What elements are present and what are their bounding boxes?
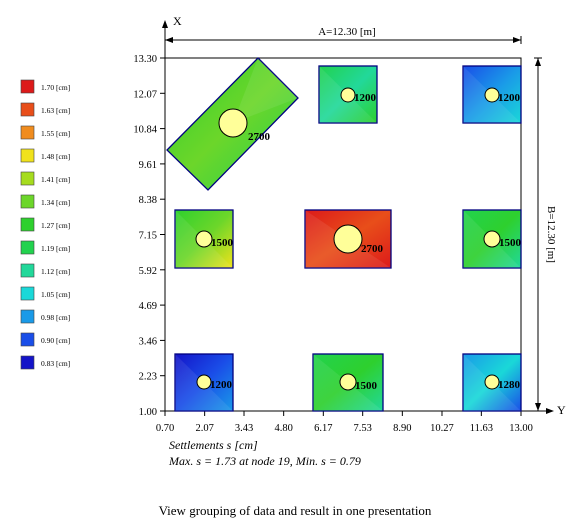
legend-label: 1.19 [cm] [41,244,70,253]
legend-label: 0.98 [cm] [41,313,70,322]
legend-label: 1.41 [cm] [41,175,70,184]
legend-swatch [20,171,35,186]
y-arrow-head [546,408,554,414]
load-circle [484,374,500,390]
legend-swatch [20,240,35,255]
h-tick-label: 7.53 [353,423,371,434]
load-circle [333,224,363,254]
load-circle [218,108,248,138]
dimension-b-label: B=12.30 [m] [545,206,557,263]
load-label: 1200 [498,92,521,104]
load-circle [340,87,356,103]
h-tick-label: 8.90 [393,423,411,434]
load-circle [483,230,501,248]
v-tick-label: 1.00 [139,407,157,418]
v-tick-label: 5.92 [139,266,157,277]
dim-a-arrow-right [513,37,521,43]
legend-swatch [20,355,35,370]
x-arrow-head [162,20,168,28]
h-tick-label: 3.43 [235,423,253,434]
legend-label: 1.48 [cm] [41,152,70,161]
h-tick-label: 2.07 [195,423,213,434]
subtitle-units: Settlements s [cm] [169,438,258,452]
v-tick-label: 10.84 [133,125,157,136]
footing-facet [233,58,298,123]
load-label: 2700 [248,131,271,143]
legend-swatch [20,286,35,301]
h-tick-label: 13.00 [509,423,533,434]
v-tick-label: 7.15 [139,231,157,242]
legend-swatch [20,194,35,209]
load-circle [484,87,500,103]
load-label: 1280 [498,379,521,391]
h-tick-label: 10.27 [430,423,454,434]
v-tick-label: 4.69 [139,301,157,312]
h-tick-label: 0.70 [156,423,174,434]
subtitle-stats: Max. s = 1.73 at node 19, Min. s = 0.79 [168,454,361,468]
v-tick-label: 9.61 [139,160,157,171]
legend-swatch [20,102,35,117]
legend-label: 1.55 [cm] [41,129,70,138]
load-circle [339,373,357,391]
x-axis-label: X [173,14,182,28]
y-axis-label: Y [557,403,566,417]
v-tick-label: 2.23 [139,372,157,383]
load-label: 1200 [354,92,377,104]
settlement-chart: 1.00 2.23 3.46 4.69 5.92 7.15 8.38 9.61 10.84 12.… [20,14,566,468]
legend-label: 1.27 [cm] [41,221,70,230]
footing [462,353,522,412]
h-tick-label: 6.17 [314,423,332,434]
dimension-a-label: A=12.30 [m] [318,26,376,38]
dim-b-arrow-top [535,58,541,66]
dim-b-arrow-bottom [535,403,541,411]
dim-a-arrow-left [165,37,173,43]
load-circle [196,374,212,390]
load-label: 1500 [499,237,522,249]
v-tick-label: 13.30 [133,54,157,65]
legend-swatch [20,125,35,140]
legend-swatch [20,79,35,94]
legend-swatch [20,217,35,232]
legend-label: 1.12 [cm] [41,267,70,276]
legend-label: 0.83 [cm] [41,359,70,368]
legend-label: 0.90 [cm] [41,336,70,345]
legend-swatch [20,309,35,324]
caption: View grouping of data and result in one … [158,503,432,518]
v-tick-label: 12.07 [133,89,157,100]
legend-swatch [20,148,35,163]
legend-label: 1.34 [cm] [41,198,70,207]
load-label: 1200 [210,379,233,391]
legend-label: 1.63 [cm] [41,106,70,115]
load-circle [195,230,213,248]
h-tick-label: 11.63 [470,423,493,434]
legend-swatch [20,263,35,278]
legend-swatch [20,332,35,347]
legend-label: 1.70 [cm] [41,83,70,92]
load-label: 1500 [355,380,378,392]
v-tick-label: 3.46 [139,336,157,347]
v-tick-label: 8.38 [139,195,157,206]
legend-label: 1.05 [cm] [41,290,70,299]
h-tick-label: 4.80 [274,423,292,434]
load-label: 2700 [361,243,384,255]
load-label: 1500 [211,237,234,249]
